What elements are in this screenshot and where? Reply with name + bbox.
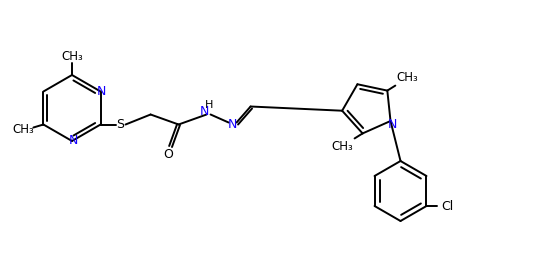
Text: N: N <box>228 118 237 131</box>
Text: S: S <box>116 118 124 131</box>
Text: CH₃: CH₃ <box>12 123 34 136</box>
Text: N: N <box>388 117 397 131</box>
Text: CH₃: CH₃ <box>397 71 418 84</box>
Text: CH₃: CH₃ <box>332 140 353 153</box>
Text: N: N <box>97 85 106 98</box>
Text: Cl: Cl <box>441 199 453 213</box>
Text: CH₃: CH₃ <box>61 50 83 64</box>
Text: O: O <box>163 148 174 161</box>
Text: N: N <box>200 105 209 118</box>
Text: N: N <box>68 135 78 147</box>
Text: H: H <box>204 100 213 111</box>
